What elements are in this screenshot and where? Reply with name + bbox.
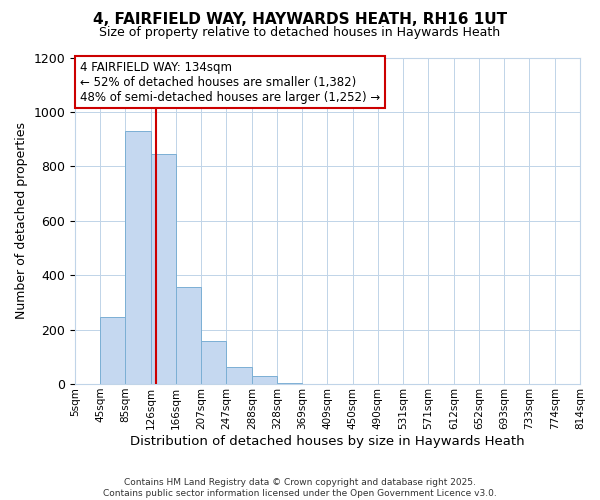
- Bar: [226, 367, 252, 384]
- X-axis label: Distribution of detached houses by size in Haywards Heath: Distribution of detached houses by size …: [130, 434, 525, 448]
- Text: 4, FAIRFIELD WAY, HAYWARDS HEATH, RH16 1UT: 4, FAIRFIELD WAY, HAYWARDS HEATH, RH16 1…: [93, 12, 507, 28]
- Bar: [151, 154, 176, 384]
- Bar: [100, 316, 125, 384]
- Bar: [125, 131, 151, 384]
- Y-axis label: Number of detached properties: Number of detached properties: [15, 122, 28, 320]
- Text: 4 FAIRFIELD WAY: 134sqm
← 52% of detached houses are smaller (1,382)
48% of semi: 4 FAIRFIELD WAY: 134sqm ← 52% of detache…: [80, 61, 380, 104]
- Bar: [252, 376, 277, 384]
- Text: Contains HM Land Registry data © Crown copyright and database right 2025.
Contai: Contains HM Land Registry data © Crown c…: [103, 478, 497, 498]
- Bar: [277, 382, 302, 384]
- Bar: [201, 341, 226, 384]
- Text: Size of property relative to detached houses in Haywards Heath: Size of property relative to detached ho…: [100, 26, 500, 39]
- Bar: [176, 286, 201, 384]
